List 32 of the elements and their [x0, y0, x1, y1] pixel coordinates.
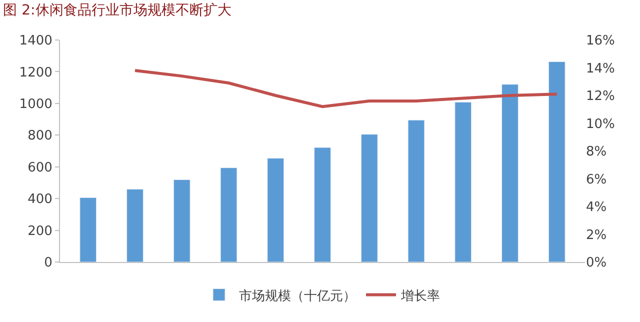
legend-label: 增长率	[400, 288, 440, 304]
bar	[360, 134, 378, 262]
bar	[408, 120, 425, 262]
y2-tick-label: 12%	[586, 89, 615, 104]
bar	[314, 147, 331, 262]
y2-tick-label: 0%	[586, 256, 607, 271]
y-tick-label: 1200	[19, 65, 52, 80]
bar	[502, 84, 518, 262]
bar	[173, 179, 190, 262]
y-tick-label: 0	[44, 256, 52, 271]
y2-tick-label: 8%	[586, 144, 607, 160]
y2-tick-label: 16%	[586, 34, 615, 49]
y2-tick-label: 2%	[586, 228, 607, 243]
bar	[267, 158, 284, 262]
y-tick-label: 1000	[19, 96, 52, 112]
y-tick-label: 800	[28, 128, 52, 144]
line-series	[134, 69, 558, 108]
y2-tick-label: 14%	[586, 61, 615, 76]
y2-tick-label: 10%	[586, 116, 615, 132]
legend-label: 市场规模（十亿元）	[239, 288, 356, 304]
y-tick-label: 200	[28, 224, 52, 239]
y-tick-label: 1400	[19, 34, 52, 49]
chart-title: 图 2:休闲食品行业市场规模不断扩大	[3, 2, 232, 19]
bar	[126, 188, 144, 262]
y-tick-label: 400	[28, 192, 52, 208]
y2-tick-label: 4%	[586, 200, 607, 216]
y2-tick-label: 6%	[586, 172, 607, 188]
bar	[454, 102, 472, 262]
bar	[80, 197, 97, 262]
bar	[548, 61, 566, 262]
bar	[220, 168, 238, 262]
y-tick-label: 600	[28, 160, 52, 176]
